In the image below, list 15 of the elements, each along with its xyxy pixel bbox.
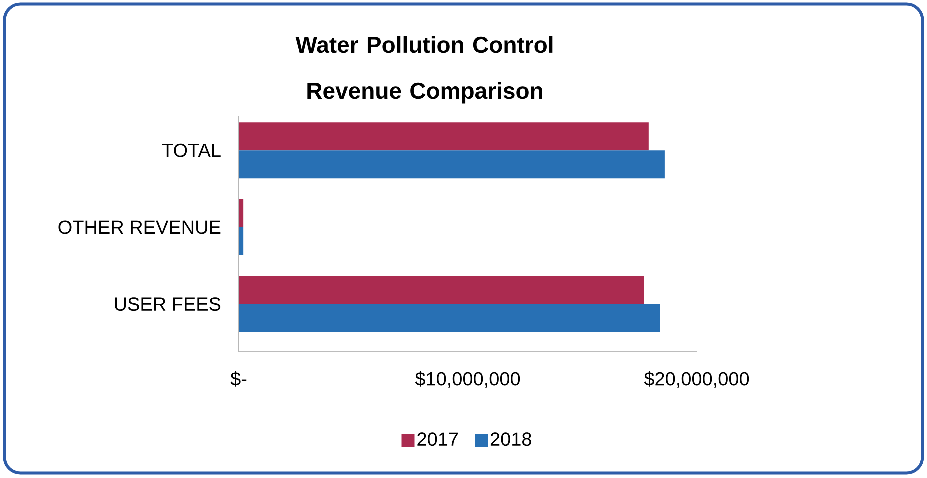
y-tick-label: OTHER REVENUE	[58, 220, 221, 234]
bar	[239, 276, 644, 304]
legend-label: 2017	[418, 432, 458, 446]
y-tick-label: TOTAL	[162, 144, 221, 158]
x-tick-label: $10,000,000	[415, 372, 520, 388]
legend-label: 2018	[490, 432, 532, 446]
bar	[239, 304, 660, 332]
bar	[239, 122, 649, 151]
bar	[239, 150, 665, 179]
bar	[239, 227, 244, 256]
x-tick-label: $20,000,000	[644, 372, 750, 388]
y-tick-label: USER FEES	[115, 298, 221, 312]
bar	[239, 199, 244, 228]
x-tick-label: $-	[230, 372, 247, 387]
chart-title: Water Pollution Control Revenue Comparison	[296, 36, 553, 104]
